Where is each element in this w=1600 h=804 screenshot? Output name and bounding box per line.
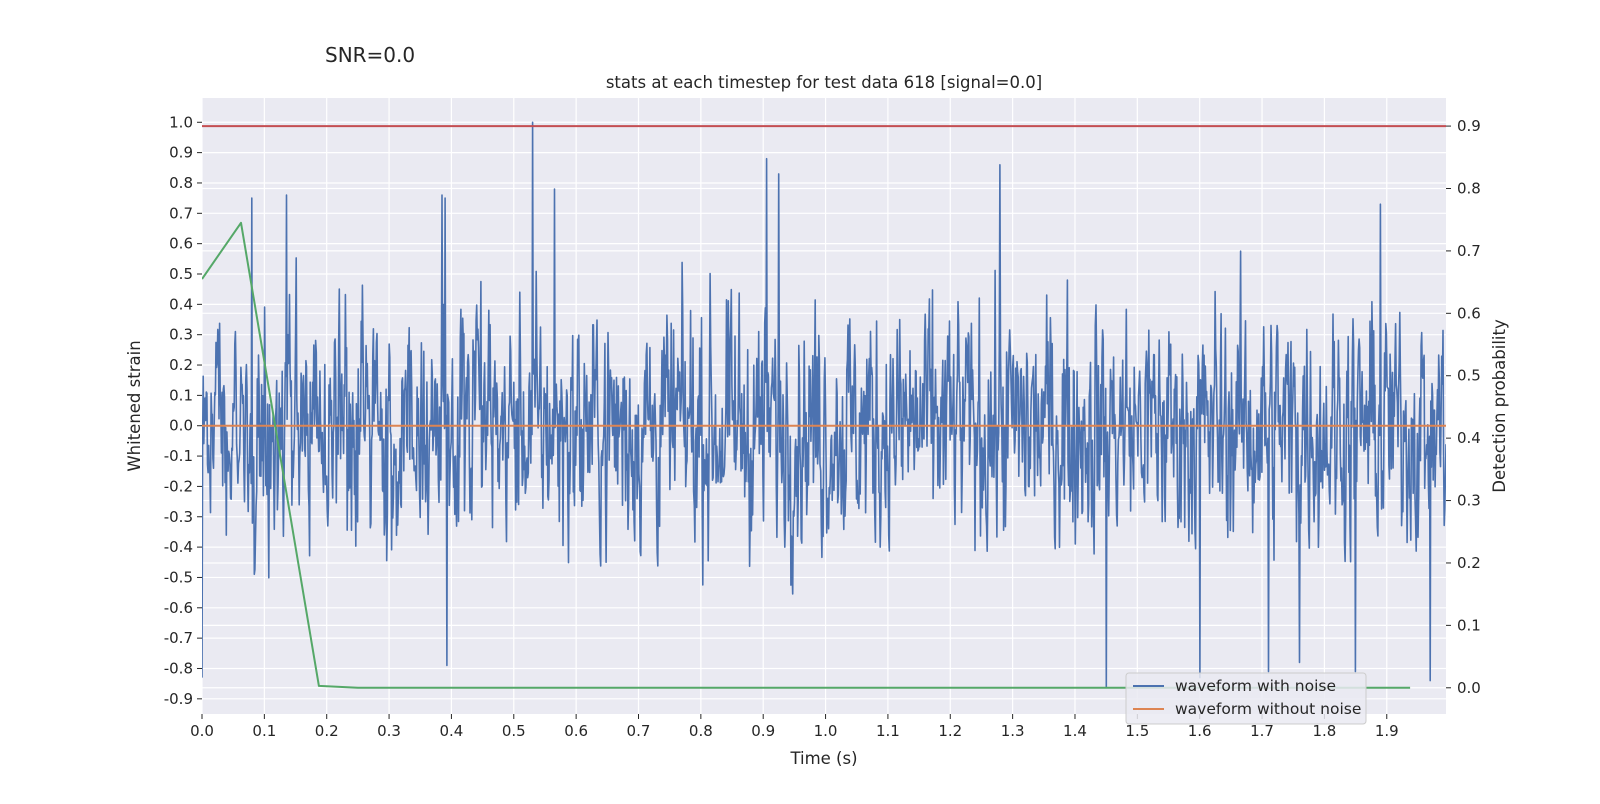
x-tick-label: 1.4 xyxy=(1063,722,1087,740)
x-tick-label: 1.3 xyxy=(1001,722,1025,740)
y2-tick-label: 0.6 xyxy=(1457,304,1481,322)
x-tick-label: 0.0 xyxy=(190,722,214,740)
y-tick-label: 0.1 xyxy=(169,386,193,404)
x-axis-ticks: 0.0 0.1 0.2 0.3 0.4 0.5 0.6 0.7 0.8 0.9 1.0 1.1 1.2 1… xyxy=(190,714,1399,740)
legend-label-waveform-with-noise: waveform with noise xyxy=(1175,677,1336,695)
legend: waveform with noise waveform without noi… xyxy=(1125,672,1367,725)
y-tick-label: 0.0 xyxy=(169,417,193,435)
y-tick-label: 0.3 xyxy=(169,326,193,344)
y-tick-label: 0.7 xyxy=(169,204,193,222)
x-tick-label: 0.3 xyxy=(377,722,401,740)
y-tick-label: -0.1 xyxy=(164,447,193,465)
chart-title: stats at each timestep for test data 618… xyxy=(606,73,1042,92)
y-tick-label: -0.5 xyxy=(164,568,193,586)
y2-tick-label: 0.4 xyxy=(1457,429,1481,447)
y2-tick-label: 0.8 xyxy=(1457,179,1481,197)
x-tick-label: 0.9 xyxy=(751,722,775,740)
x-tick-label: 1.2 xyxy=(938,722,962,740)
y-tick-label: -0.4 xyxy=(164,538,193,556)
y2-tick-label: 0.5 xyxy=(1457,367,1481,385)
y-tick-label: 0.8 xyxy=(169,174,193,192)
x-tick-label: 1.7 xyxy=(1250,722,1274,740)
y-tick-label: 1.0 xyxy=(169,113,193,131)
x-tick-label: 1.0 xyxy=(814,722,838,740)
y2-axis-ticks: 0.0 0.1 0.2 0.3 0.4 0.5 0.6 0.7 0.8 0.9 xyxy=(1446,117,1481,697)
x-tick-label: 0.4 xyxy=(439,722,463,740)
x-tick-label: 1.5 xyxy=(1125,722,1149,740)
series-layer xyxy=(202,121,1446,689)
y-tick-label: 0.6 xyxy=(169,235,193,253)
series-line-waveform-with-noise xyxy=(202,121,1446,688)
y2-tick-label: 0.1 xyxy=(1457,616,1481,634)
series-line-series-2 xyxy=(202,221,1411,689)
y-tick-label: 0.9 xyxy=(169,144,193,162)
y-tick-label: 0.5 xyxy=(169,265,193,283)
y2-tick-label: 0.3 xyxy=(1457,492,1481,510)
y-axis-label: Whitened strain xyxy=(125,340,144,471)
x-tick-label: 0.7 xyxy=(627,722,651,740)
y2-tick-label: 0.9 xyxy=(1457,117,1481,135)
x-tick-label: 1.1 xyxy=(876,722,900,740)
x-tick-label: 0.8 xyxy=(689,722,713,740)
y-axis-ticks: -0.9 -0.8 -0.7 -0.6 -0.5 -0.4 -0.3 -0.2 -0.1 0.0 0… xyxy=(164,113,202,708)
y2-axis-label: Detection probability xyxy=(1490,319,1509,493)
x-tick-label: 1.9 xyxy=(1375,722,1399,740)
x-axis-label: Time (s) xyxy=(789,749,857,768)
x-tick-label: 0.5 xyxy=(502,722,526,740)
y-tick-label: -0.2 xyxy=(164,477,193,495)
y-tick-label: -0.8 xyxy=(164,659,193,677)
y2-tick-label: 0.0 xyxy=(1457,679,1481,697)
legend-label-waveform-without-noise: waveform without noise xyxy=(1175,700,1361,718)
x-tick-label: 1.8 xyxy=(1312,722,1336,740)
figure-suptitle: SNR=0.0 xyxy=(325,43,415,67)
legend-box xyxy=(1125,672,1367,725)
y-tick-label: -0.9 xyxy=(164,690,193,708)
y2-tick-label: 0.7 xyxy=(1457,242,1481,260)
x-tick-label: 0.2 xyxy=(315,722,339,740)
x-tick-label: 0.1 xyxy=(252,722,276,740)
y-tick-label: -0.7 xyxy=(164,629,193,647)
x-tick-label: 0.6 xyxy=(564,722,588,740)
y2-tick-label: 0.2 xyxy=(1457,554,1481,572)
y-tick-label: 0.2 xyxy=(169,356,193,374)
y-tick-label: 0.4 xyxy=(169,295,193,313)
y-tick-label: -0.3 xyxy=(164,508,193,526)
y-tick-label: -0.6 xyxy=(164,599,193,617)
x-tick-label: 1.6 xyxy=(1188,722,1212,740)
